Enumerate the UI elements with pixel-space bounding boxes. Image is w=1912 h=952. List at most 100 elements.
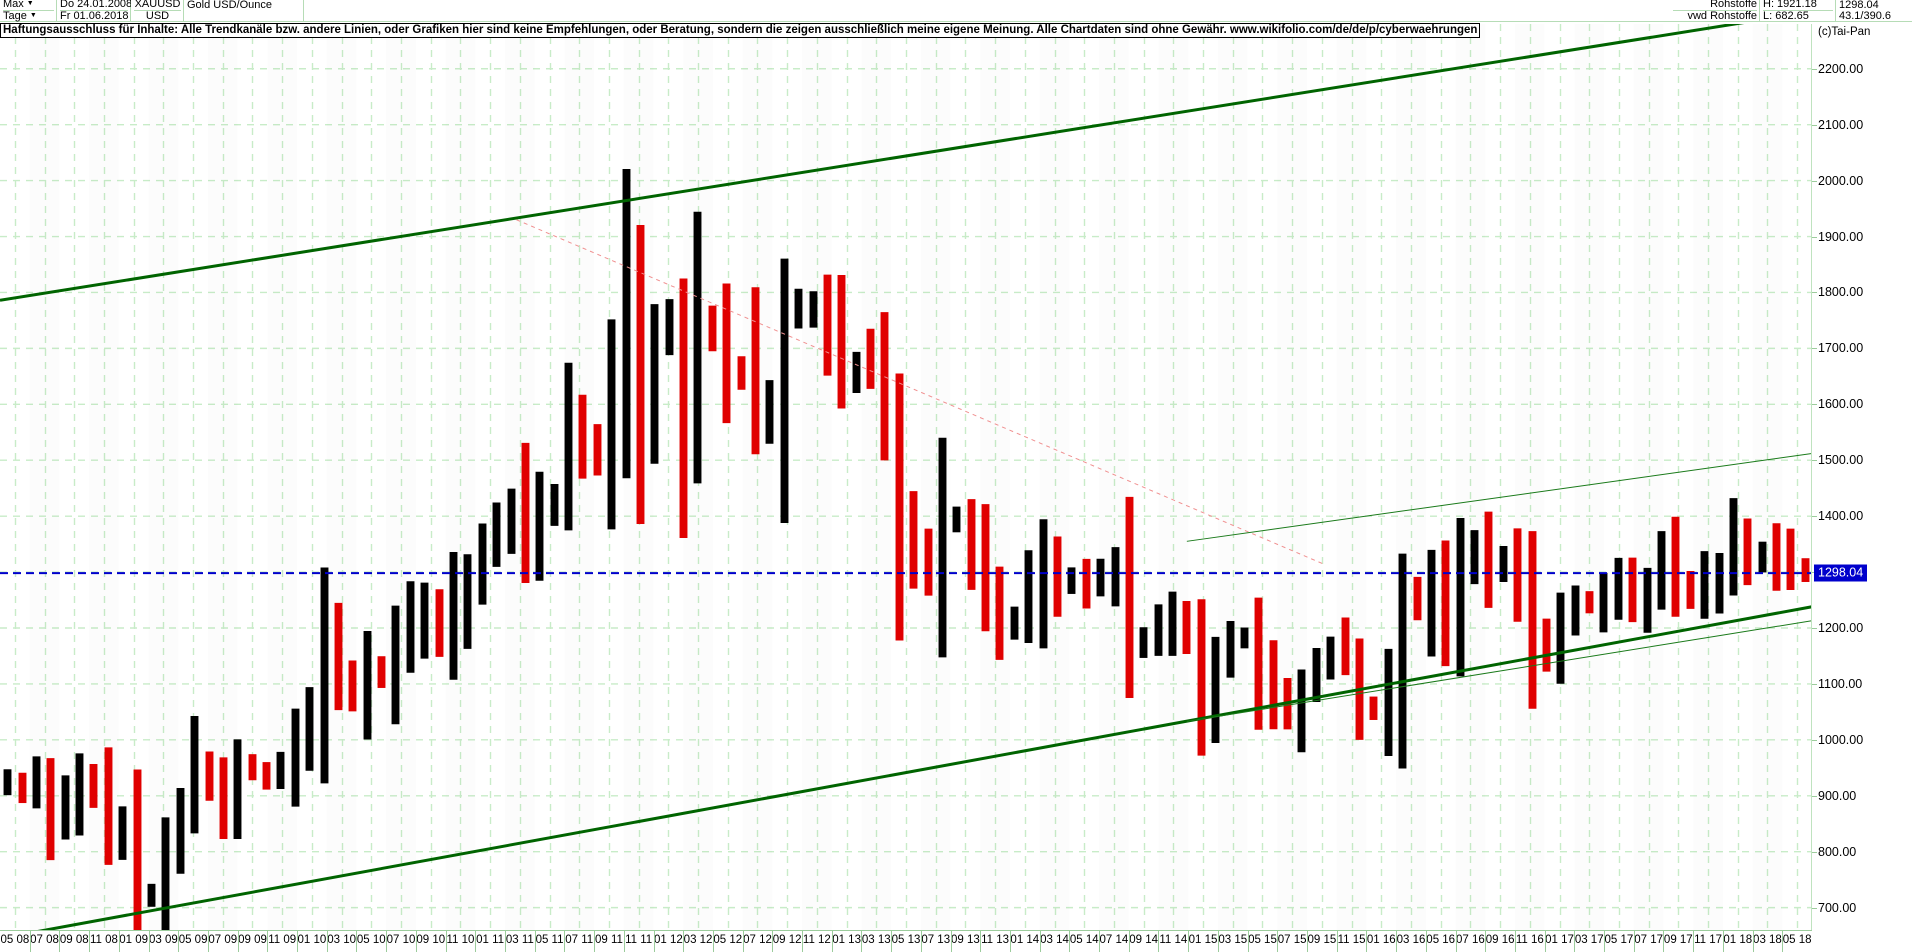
date-axis-separator (1337, 931, 1338, 952)
date-axis-tick: 11 14 (1159, 934, 1188, 946)
date-axis-tick: 03 14 (1040, 934, 1069, 946)
price-axis-tick: 2000.00 (1818, 173, 1864, 188)
date-axis-tick: 09 11 (594, 934, 623, 946)
date-axis-separator (1634, 931, 1635, 952)
date-range-cell[interactable]: Do 24.01.2008 Fr 01.06.2018 (57, 0, 132, 22)
date-axis-tick: 03 18 (1753, 934, 1782, 946)
date-axis-separator (1396, 931, 1397, 952)
date-axis-tick: 07 15 (1277, 934, 1307, 946)
grid-band (1753, 24, 1783, 930)
date-axis-separator (1188, 931, 1189, 952)
date-axis-separator (713, 931, 714, 952)
date-axis-tick: 07 12 (743, 934, 772, 946)
date-axis-tick: 07 09 (208, 934, 238, 946)
date-axis-tick: 01 09 (119, 934, 149, 946)
grid-band (1693, 24, 1723, 930)
date-axis-separator (416, 931, 417, 952)
range-selector[interactable]: Max ▼ (3, 0, 54, 11)
date-axis-separator (89, 931, 90, 952)
grid-band (1277, 24, 1307, 930)
price-axis-tick: 700.00 (1818, 900, 1857, 915)
instrument-name-sub (187, 11, 300, 21)
date-axis-separator (564, 931, 565, 952)
chevron-down-icon: ▼ (29, 11, 37, 19)
date-axis-tick: 09 16 (1485, 934, 1515, 946)
date-axis-separator (1604, 931, 1605, 952)
date-axis-tick: 05 11 (535, 934, 564, 946)
date-axis-separator (1574, 931, 1575, 952)
category-cell: Rohstoffe vwd Rohstoffe (1670, 0, 1760, 22)
date-axis-tick: 05 16 (1426, 934, 1456, 946)
date-axis-tick: 05 08 (0, 934, 30, 946)
date-axis-tick: 11 12 (802, 934, 831, 946)
price-axis-tick: 1100.00 (1818, 676, 1863, 691)
price-axis-tick: 2100.00 (1818, 117, 1864, 132)
price-axis-tickmark (1812, 124, 1817, 126)
chart-header-bar: Max ▼ Tage ▼ Do 24.01.2008 Fr 01.06.2018… (0, 0, 1912, 22)
date-axis-tick: 03 11 (505, 934, 534, 946)
date-axis-tick: 09 15 (1307, 934, 1337, 946)
price-axis-tickmark (1812, 348, 1817, 350)
price-axis-tickmark (1812, 795, 1817, 797)
date-axis-separator (1693, 931, 1694, 952)
date-axis-separator (1069, 931, 1070, 952)
price-axis-tick: 1900.00 (1818, 229, 1864, 244)
date-axis-separator (594, 931, 595, 952)
date-axis-tick: 01 14 (1010, 934, 1040, 946)
date-axis-tick: 07 10 (386, 934, 416, 946)
date-axis-tick: 07 11 (565, 934, 594, 946)
price-axis-tickmark (1812, 180, 1817, 182)
date-axis-separator (446, 931, 447, 952)
price-axis-tick: 1700.00 (1818, 341, 1864, 356)
date-axis-tick: 11 09 (268, 934, 297, 946)
date-axis[interactable]: 05 08 07 08 09 08 11 08 01 09 03 09 05 09 07 09… (0, 930, 1812, 952)
price-axis-tick: 2200.00 (1818, 61, 1864, 76)
interval-selector[interactable]: Tage ▼ (3, 10, 54, 22)
rising-channel-upper (0, 24, 1745, 302)
symbol-cell[interactable]: XAUUSD USD (131, 0, 184, 22)
price-axis-tickmark (1812, 739, 1817, 741)
price-axis-tick: 1200.00 (1818, 621, 1864, 635)
price-axis-tick: 900.00 (1818, 788, 1857, 803)
date-axis-tick: 11 15 (1337, 934, 1366, 946)
price-axis-tickmark (1812, 460, 1817, 462)
date-axis-separator (1307, 931, 1308, 952)
date-axis-tick: 01 10 (297, 934, 327, 946)
date-axis-separator (1663, 931, 1664, 952)
date-axis-separator (1456, 931, 1457, 952)
range-and-interval-selectors[interactable]: Max ▼ Tage ▼ (0, 0, 57, 22)
date-axis-separator (743, 931, 744, 952)
date-axis-tick: 05 15 (1248, 934, 1277, 946)
low-value: L: 682.65 (1763, 9, 1809, 22)
date-axis-separator (772, 931, 773, 952)
date-axis-separator (1277, 931, 1278, 952)
last-price-value: 1298.04 (1839, 0, 1879, 11)
grid-band (1218, 24, 1248, 930)
price-axis[interactable]: (c)Tai-Pan 1298.04 2200.00 2100.00 2000.00… (1812, 24, 1912, 930)
date-axis-separator (1010, 931, 1011, 952)
date-axis-tick: 05 12 (713, 934, 743, 946)
chevron-down-icon: ▼ (26, 0, 34, 7)
chart-plot-area[interactable] (0, 24, 1812, 930)
date-axis-tick: 01 13 (832, 934, 861, 946)
date-axis-separator (654, 931, 655, 952)
resistance-downtrend (516, 219, 1323, 565)
last-price-cell: 1298.04 43.1/390.6 (1836, 0, 1912, 22)
date-axis-tick: 03 10 (327, 934, 356, 946)
change-info-value: 43.1/390.6 (1839, 9, 1891, 22)
grid-band (505, 24, 535, 930)
price-axis-tickmark (1812, 236, 1817, 238)
date-axis-tick: 05 14 (1069, 934, 1099, 946)
grid-band (1634, 24, 1664, 930)
price-axis-tickmark (1812, 907, 1817, 909)
date-axis-separator (832, 931, 833, 952)
date-axis-separator (1248, 931, 1249, 952)
date-axis-tick: 01 12 (653, 934, 683, 946)
instrument-name-cell: Gold USD/Ounce (184, 0, 304, 22)
grid-band (149, 24, 179, 930)
date-axis-separator (59, 931, 60, 952)
date-axis-separator (30, 931, 31, 952)
date-axis-separator (683, 931, 684, 952)
date-axis-tick: 11 17 (1694, 934, 1722, 946)
